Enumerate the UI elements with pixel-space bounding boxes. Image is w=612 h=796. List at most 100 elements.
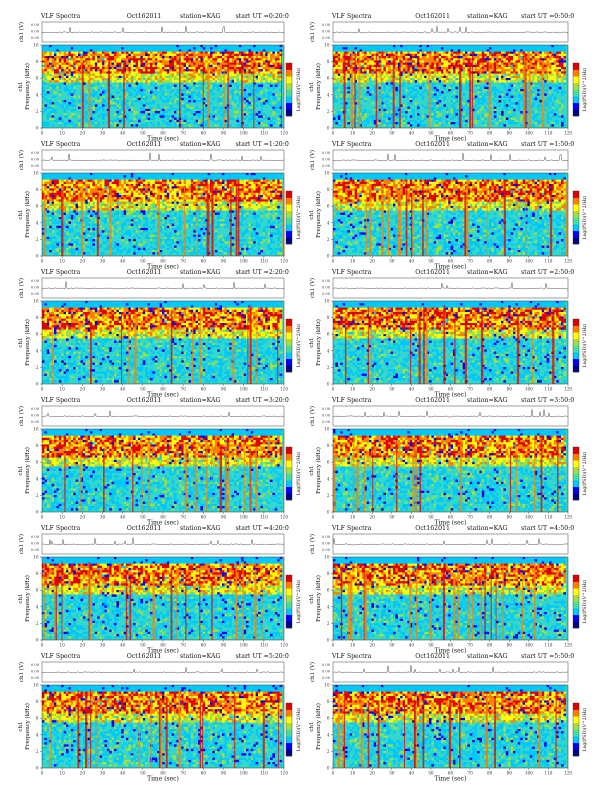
spectrogram-cell: [220, 85, 223, 87]
spectrogram-cell: [436, 104, 439, 106]
spectrogram-cell: [265, 78, 268, 80]
spectrogram-cell: [410, 63, 413, 65]
spectrogram-cell: [441, 56, 444, 58]
spectrogram-cell: [68, 60, 71, 62]
spectrogram-cell: [277, 52, 280, 54]
spectrogram-cell: [371, 93, 374, 95]
spectrogram-cell: [275, 47, 278, 49]
spectrogram-cell: [441, 91, 444, 93]
spectrogram-cell: [148, 111, 151, 113]
spectrogram-cell: [465, 100, 468, 102]
spectrogram-cell: [448, 65, 451, 67]
spectrogram-cell: [494, 111, 497, 113]
spectrogram-cell: [362, 74, 365, 76]
spectrogram-cell: [56, 78, 59, 80]
spectrogram-cell: [172, 120, 175, 122]
spectrogram-cell: [181, 124, 184, 126]
spectrogram-cell: [97, 63, 100, 65]
spectrogram-cell: [52, 56, 55, 58]
spectrogram-cell: [196, 69, 199, 71]
spectrogram-cell: [215, 74, 218, 76]
spectrogram-cell: [73, 58, 76, 60]
spectrogram-cell: [109, 47, 112, 49]
spectrogram-cell: [229, 107, 232, 109]
spectrogram-cell: [412, 52, 415, 54]
spectrogram-cell: [145, 76, 148, 78]
spectrogram-cell: [537, 71, 540, 73]
spectrogram-cell: [272, 56, 275, 58]
spectrogram-cell: [116, 80, 119, 82]
spectrogram-cell: [97, 78, 100, 80]
spectrogram-cell: [164, 71, 167, 73]
spectrogram-cell: [556, 52, 559, 54]
spectrogram-cell: [260, 87, 263, 89]
spectrogram-cell: [200, 47, 203, 49]
spectrogram-cell: [403, 54, 406, 56]
spectrogram-cell: [403, 52, 406, 54]
spectrogram-cell: [107, 47, 110, 49]
spectrogram-cell: [355, 47, 358, 49]
spectrogram-cell: [547, 47, 550, 49]
spectrogram-cell: [364, 80, 367, 82]
spectrogram-cell: [362, 49, 365, 51]
spectrogram-cell: [268, 98, 271, 100]
spectrogram-cell: [198, 54, 201, 56]
spectrogram-cell: [191, 91, 194, 93]
spectrogram-cell: [525, 49, 528, 51]
spectrogram-cell: [42, 124, 45, 126]
spectrogram-cell: [174, 45, 177, 47]
spectrogram-cell: [475, 58, 478, 60]
spectrogram-cell: [270, 60, 273, 62]
spectrogram-cell: [395, 74, 398, 76]
spectrogram-cell: [535, 111, 538, 113]
spectrogram-cell: [244, 111, 247, 113]
spectrogram-cell: [164, 52, 167, 54]
spectrogram-cell: [258, 54, 261, 56]
spectrogram-cell: [537, 107, 540, 109]
spectrogram-cell: [220, 60, 223, 62]
spectrogram-cell: [220, 56, 223, 58]
spectrogram-cell: [434, 45, 437, 47]
spectrogram-cell: [64, 100, 67, 102]
spectrogram-cell: [453, 100, 456, 102]
spectrogram-cell: [419, 54, 422, 56]
spectrogram-cell: [381, 47, 384, 49]
spectrogram-cell: [229, 56, 232, 58]
panel-date: Oct162011: [127, 13, 162, 20]
spectrogram-cell: [265, 63, 268, 65]
spectrogram-cell: [49, 47, 52, 49]
spectrogram-cell: [455, 49, 458, 51]
spectrogram-cell: [162, 78, 165, 80]
spectrogram-cell: [362, 118, 365, 120]
spectrogram-cell: [73, 124, 76, 126]
spectrogram-cell: [76, 58, 79, 60]
spectrogram-cell: [193, 71, 196, 73]
spectrogram-cell: [364, 67, 367, 69]
spectrogram-cell: [251, 69, 254, 71]
spectrogram-cell: [222, 47, 225, 49]
spectrogram-cell: [388, 118, 391, 120]
spectrogram-cell: [453, 107, 456, 109]
spectrogram-cell: [549, 45, 552, 47]
spectrogram-cell: [200, 45, 203, 47]
spectrogram-cell: [169, 49, 172, 51]
spectrogram-cell: [97, 122, 100, 124]
spectrogram-cell: [367, 67, 370, 69]
spectrogram-cell: [520, 65, 523, 67]
spectrogram-cell: [268, 76, 271, 78]
spectrogram-cell: [56, 87, 59, 89]
spectrogram-cell: [513, 45, 516, 47]
spectrogram-cell: [415, 67, 418, 69]
spectrogram-cell: [181, 45, 184, 47]
spectrogram-cell: [200, 98, 203, 100]
spectrogram-cell: [453, 109, 456, 111]
spectrogram-cell: [403, 74, 406, 76]
spectrogram-cell: [441, 65, 444, 67]
spectrogram-cell: [236, 111, 239, 113]
spectrogram-cell: [463, 80, 466, 82]
spectrogram-cell: [549, 69, 552, 71]
spectrogram-cell: [114, 104, 117, 106]
spectrogram-cell: [119, 113, 122, 115]
spectrogram-cell: [508, 58, 511, 60]
spectrogram-cell: [268, 69, 271, 71]
